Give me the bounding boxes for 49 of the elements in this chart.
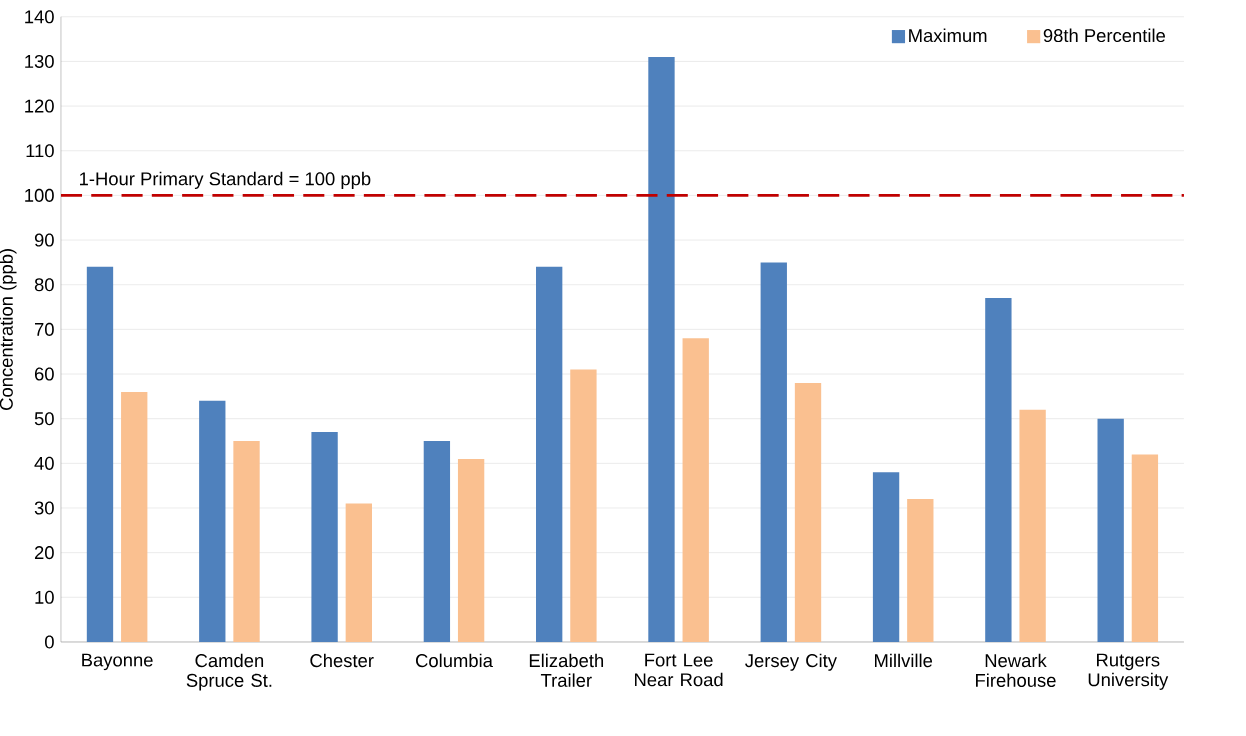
bar: [86, 266, 114, 643]
y-tick-label: 40: [34, 456, 54, 470]
legend-label: Maximum: [909, 28, 987, 43]
bar: [423, 441, 451, 643]
ref-line-label: 1-Hour Primary Standard = 100 ppb: [80, 171, 371, 190]
x-tick-label: Bayonne: [82, 653, 153, 671]
legend-label: 98th Percentile: [1043, 28, 1166, 43]
bar: [760, 262, 787, 643]
bar: [345, 503, 372, 643]
y-tick-label: 90: [34, 233, 54, 247]
y-tick-label: 20: [34, 546, 54, 560]
x-tick-label: Fort Lee Near Road: [635, 653, 723, 687]
bar: [794, 383, 822, 643]
bar: [872, 472, 900, 643]
bar: [570, 369, 597, 643]
y-tick-label: 110: [26, 144, 54, 158]
y-axis-title: Concentration (ppb): [0, 249, 17, 411]
x-tick-label: Jersey City: [745, 653, 837, 671]
bar: [682, 338, 709, 643]
y-tick-label: 120: [25, 99, 54, 113]
bar: [1019, 409, 1046, 643]
x-tick-label: Millville: [875, 653, 933, 668]
bar: [985, 298, 1012, 643]
x-tick-label: Rutgers University: [1088, 653, 1169, 690]
y-tick-label: 30: [34, 501, 54, 515]
bar: [1131, 454, 1159, 643]
bar: [233, 441, 260, 643]
bar: [121, 391, 148, 643]
y-tick-label: 80: [34, 278, 54, 292]
y-tick-label: 70: [34, 322, 54, 336]
x-tick-label: Chester: [310, 653, 374, 668]
x-tick-label: Columbia: [415, 653, 493, 668]
y-tick-label: 50: [34, 412, 54, 426]
bar: [199, 400, 226, 643]
x-tick-label: Elizabeth Trailer: [529, 653, 604, 688]
y-tick-label: 60: [34, 367, 54, 381]
bar: [907, 499, 934, 643]
y-tick-label: 0: [45, 635, 54, 649]
bar: [457, 458, 485, 643]
bar: [648, 57, 675, 643]
x-tick-label: Newark Firehouse: [976, 653, 1056, 688]
bar: [1097, 418, 1124, 643]
x-tick-label: Camden Spruce St.: [186, 653, 272, 691]
y-tick-label: 130: [25, 54, 54, 69]
bar: [311, 432, 338, 643]
y-tick-label: 10: [35, 590, 54, 604]
y-tick-label: 140: [25, 10, 54, 24]
bar: [536, 266, 563, 643]
y-tick-label: 100: [25, 188, 54, 203]
